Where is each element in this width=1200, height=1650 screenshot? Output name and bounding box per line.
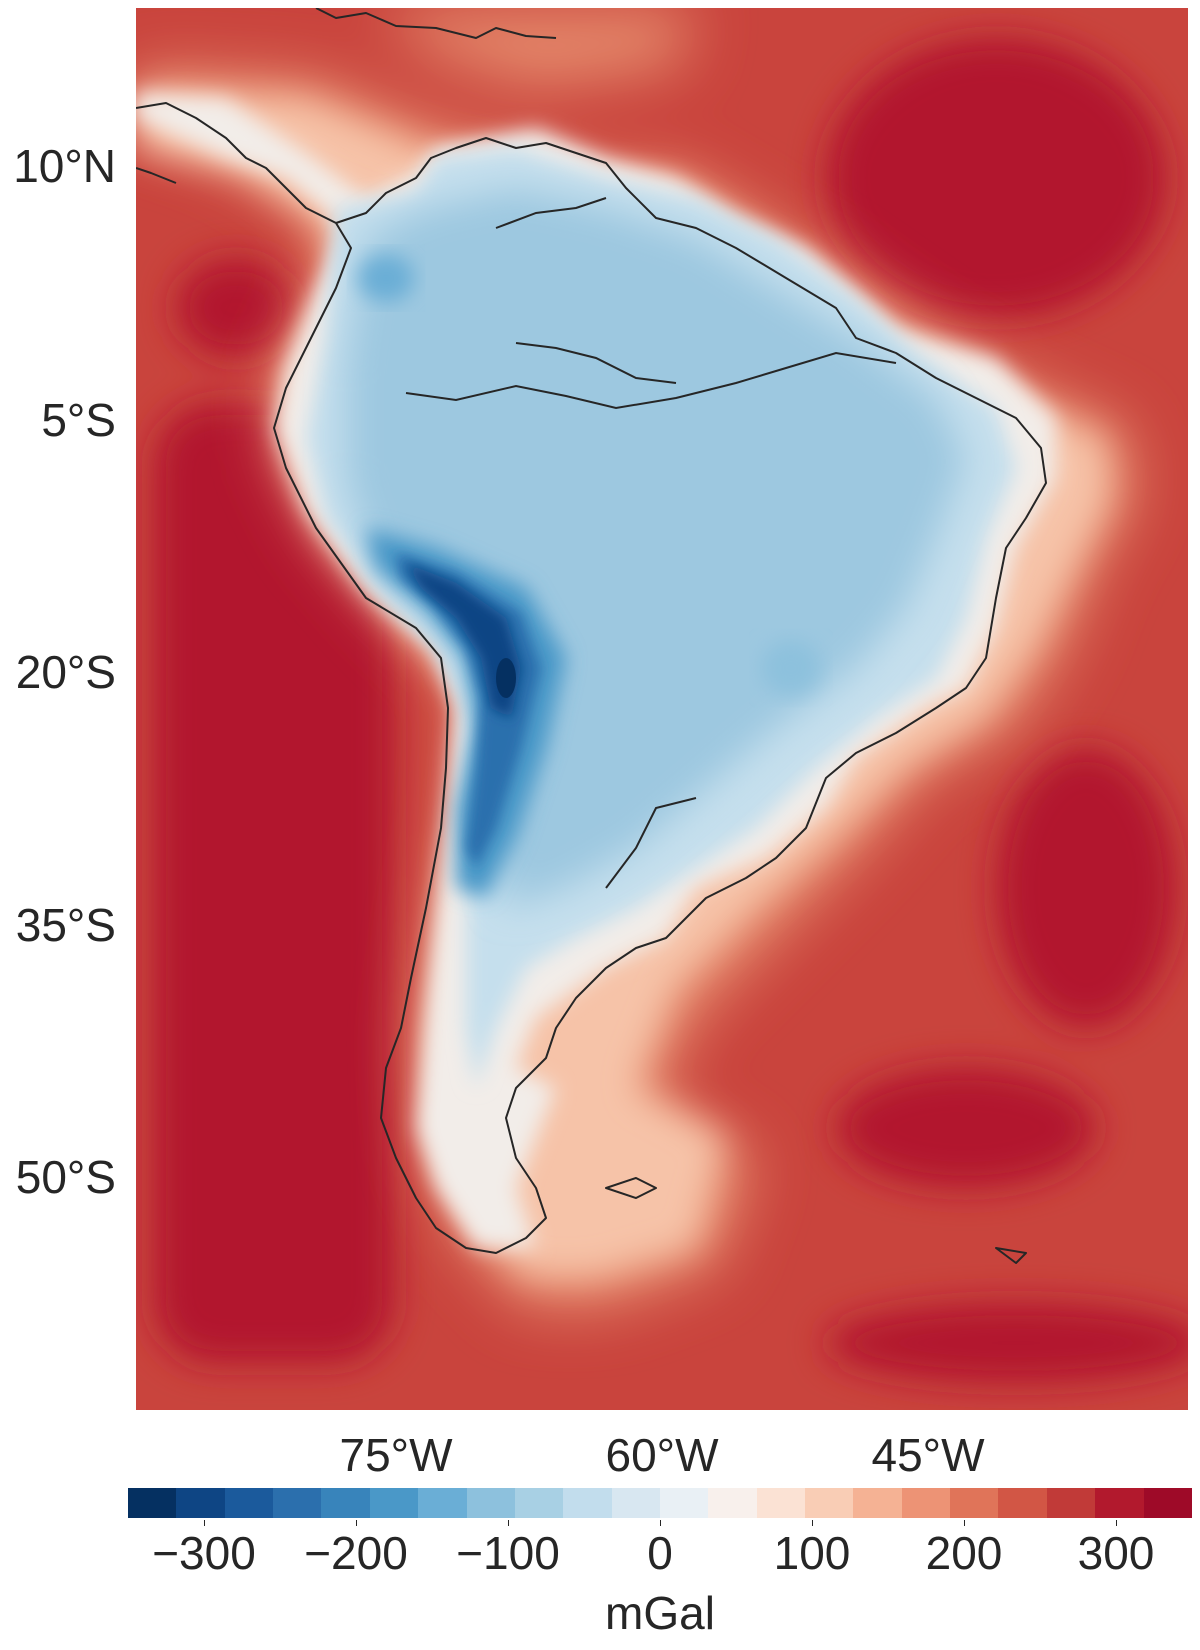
map-canvas (136, 8, 1188, 1410)
colorbar-tick-label: −100 (456, 1527, 560, 1579)
colorbar-tick-label: 200 (925, 1527, 1003, 1579)
colorbar-swatch (514, 1488, 564, 1518)
coastlines (136, 8, 1047, 1264)
longitude-label-45W: 45°W (871, 1429, 985, 1481)
colorbar-swatch (1095, 1488, 1144, 1518)
colorbar-swatch (901, 1488, 951, 1518)
colorbar-tick-label: −300 (152, 1527, 256, 1579)
colorbar-tick-mark (1116, 1520, 1117, 1526)
amazon-west-low (358, 254, 414, 302)
latitude-label-35S: 35°S (15, 899, 116, 951)
rivers (405, 197, 897, 889)
colorbar-swatch (176, 1488, 225, 1518)
colorbar-swatch (128, 1488, 177, 1518)
colorbar-swatch (950, 1488, 999, 1518)
colorbar-tick-label: 100 (773, 1527, 851, 1579)
colorbar-swatch (1143, 1488, 1192, 1518)
colorbar-tick-mark (964, 1520, 965, 1526)
latitude-label-10N: 10°N (13, 140, 116, 192)
colorbar-swatch (805, 1488, 854, 1518)
colorbar-swatch (321, 1488, 370, 1518)
colorbar-tick-mark (812, 1520, 813, 1526)
colorbar-swatch (853, 1488, 902, 1518)
latitude-label-50S: 50°S (15, 1151, 116, 1203)
colorbar-swatch (273, 1488, 322, 1518)
colorbar-swatch (466, 1488, 515, 1518)
colorbar (128, 1488, 1192, 1518)
colorbar-swatch (611, 1488, 660, 1518)
colorbar-tick-mark (356, 1520, 357, 1526)
colorbar-swatch (756, 1488, 806, 1518)
colorbar-swatch (418, 1488, 467, 1518)
colorbar-swatch (659, 1488, 709, 1518)
colorbar-swatch (998, 1488, 1047, 1518)
colorbar-swatch (1046, 1488, 1096, 1518)
brazil-shield-low (761, 640, 821, 696)
colorbar-swatch (224, 1488, 274, 1518)
latitude-label-20S: 20°S (15, 646, 116, 698)
latitude-label-5S: 5°S (41, 394, 116, 446)
colorbar-swatch (708, 1488, 757, 1518)
map-panel (136, 8, 1188, 1410)
andes-low-core (406, 563, 521, 718)
colorbar-tick-label: 0 (647, 1527, 673, 1579)
colorbar-tick-label: −200 (304, 1527, 408, 1579)
longitude-label-75W: 75°W (339, 1429, 453, 1481)
andes-low-peak (496, 658, 516, 698)
colorbar-unit-label: mGal (605, 1587, 715, 1639)
longitude-label-60W: 60°W (605, 1429, 719, 1481)
colorbar-swatch (369, 1488, 419, 1518)
colorbar-tick-mark (204, 1520, 205, 1526)
deep-ocean-maxima (154, 38, 1188, 1383)
colorbar-tick-mark (660, 1520, 661, 1526)
colorbar-tick-mark (508, 1520, 509, 1526)
colorbar-swatch (563, 1488, 612, 1518)
colorbar-tick-label: 300 (1077, 1527, 1155, 1579)
